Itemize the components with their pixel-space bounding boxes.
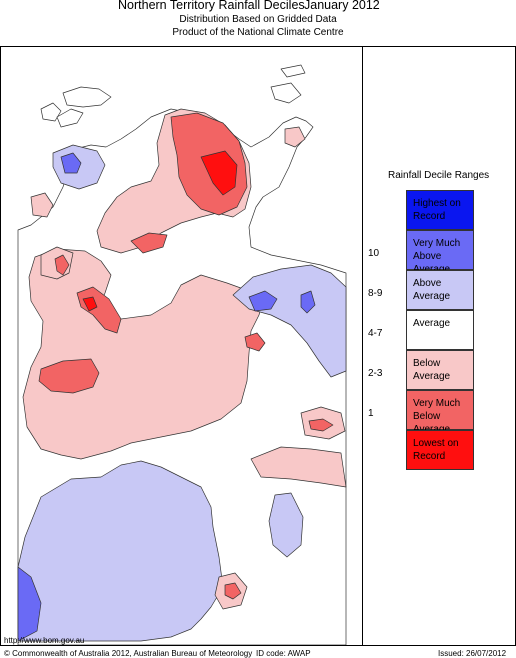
legend-range-4-7: 4-7 — [368, 328, 383, 339]
bathurst-island — [40, 102, 62, 122]
legend-range-2-3: 2-3 — [368, 368, 383, 379]
legend-label-lowest: Lowest on Record — [413, 438, 459, 462]
region-very-much-below-southwest — [38, 358, 100, 394]
region-above-average-south — [17, 460, 224, 642]
legend-swatch-above: Above Average — [406, 270, 474, 310]
id-code: ID code: AWAP — [256, 649, 311, 658]
region-very-much-below-central-north — [130, 232, 168, 254]
groote-island — [284, 126, 306, 148]
legend-label-highest: Highest on Record — [413, 198, 461, 222]
title-period: January 2012 — [304, 0, 380, 12]
region-very-much-above-southwest — [17, 566, 42, 642]
region-very-much-below-west-small — [54, 254, 70, 276]
region-very-much-below-east-small — [308, 418, 334, 432]
legend-swatch-highest: Highest on Record — [406, 190, 474, 230]
source-url: http://www.bom.gov.au — [4, 636, 85, 645]
rainfall-map — [17, 64, 347, 645]
legend-range-10: 10 — [368, 248, 380, 259]
subtitle-product: Product of the National Climate Centre — [172, 27, 344, 38]
issued-date: Issued: 26/07/2012 — [438, 649, 507, 658]
legend-label-average: Average — [413, 318, 451, 329]
region-above-average-south-small — [268, 492, 304, 558]
legend-range-1: 1 — [368, 408, 374, 419]
region-very-much-above-east-small — [300, 290, 316, 314]
legend-range-8-9: 8-9 — [368, 288, 383, 299]
region-very-much-below-south-small — [224, 582, 242, 600]
region-lowest-central — [82, 296, 98, 312]
legend-label-very-much-below: Very Much Below Average — [413, 398, 461, 435]
title-text: Northern Territory Rainfall Deciles — [118, 0, 305, 12]
region-below-west-coast — [30, 192, 54, 218]
legend-divider — [362, 46, 363, 646]
legend-label-below: Below Average — [413, 358, 451, 382]
region-very-much-below-east — [244, 332, 266, 352]
legend-swatch-very-much-above: Very Much Above Average — [406, 230, 474, 275]
legend-swatch-very-much-below: Very Much Below Average — [406, 390, 474, 435]
melville-island — [62, 86, 112, 108]
north-islands — [280, 64, 306, 78]
wessel-islands — [270, 82, 302, 104]
legend-swatch-lowest: Lowest on Record — [406, 430, 474, 470]
region-very-much-above-east — [248, 290, 278, 312]
legend-label-very-much-above: Very Much Above Average — [413, 238, 461, 275]
region-below-east-band — [250, 446, 347, 488]
legend-swatch-average: Average — [406, 310, 474, 350]
copyright-text: © Commonwealth of Australia 2012, Austra… — [4, 649, 253, 658]
region-lowest-north — [200, 150, 238, 196]
legend-title: Rainfall Decile Ranges — [388, 170, 490, 181]
legend-label-above: Above Average — [413, 278, 451, 302]
subtitle-distribution: Distribution Based on Gridded Data — [179, 14, 337, 25]
legend-swatch-below: Below Average — [406, 350, 474, 390]
cobourg-peninsula — [56, 108, 84, 128]
region-very-much-above-northwest — [60, 152, 82, 174]
